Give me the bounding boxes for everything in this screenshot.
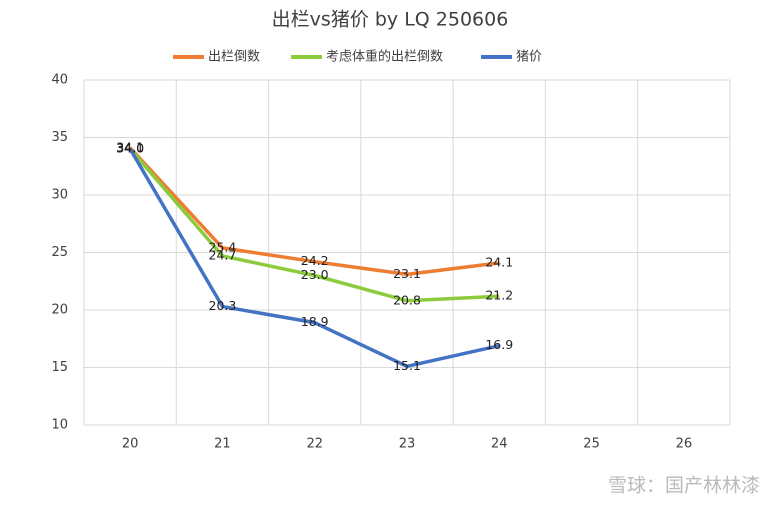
series-line: [128, 148, 500, 369]
series-line: [128, 146, 500, 277]
legend-label: 猪价: [516, 50, 542, 65]
data-label: 20.8: [393, 292, 421, 307]
x-tick-label: 21: [214, 437, 231, 452]
x-tick-label: 24: [491, 437, 508, 452]
data-label: 24.7: [209, 247, 237, 262]
y-tick-label: 35: [51, 130, 68, 145]
data-label: 21.2: [485, 288, 513, 303]
data-label: 18.9: [301, 314, 329, 329]
x-tick-label: 25: [583, 437, 600, 452]
data-label: 34.0: [116, 141, 144, 156]
series-line: [128, 147, 500, 303]
data-label: 15.1: [393, 358, 421, 373]
data-label: 25.4: [209, 239, 237, 254]
x-tick-label: 26: [676, 437, 693, 452]
y-tick-label: 20: [51, 303, 68, 318]
data-label: 23.0: [301, 267, 329, 282]
data-label: 34.1: [116, 139, 144, 154]
data-label: 23.1: [393, 266, 421, 281]
data-label: 20.3: [209, 298, 237, 313]
watermark: 雪球：国产林林漆: [608, 475, 760, 497]
y-tick-label: 25: [51, 245, 68, 260]
y-tick-label: 30: [51, 188, 68, 203]
data-label: 16.9: [485, 337, 513, 352]
y-tick-label: 15: [51, 360, 68, 375]
legend-label: 考虑体重的出栏倒数: [326, 49, 443, 65]
chart-title: 出栏vs猪价 by LQ 250606: [272, 9, 509, 31]
x-tick-label: 20: [122, 437, 139, 452]
data-label: 34.0: [116, 141, 144, 156]
legend-label: 出栏倒数: [208, 50, 260, 65]
data-label: 24.2: [301, 253, 329, 268]
x-tick-label: 22: [306, 437, 323, 452]
y-tick-label: 40: [51, 73, 68, 88]
data-label: 24.1: [485, 254, 513, 269]
y-tick-label: 10: [51, 418, 68, 433]
x-tick-label: 23: [399, 437, 416, 452]
